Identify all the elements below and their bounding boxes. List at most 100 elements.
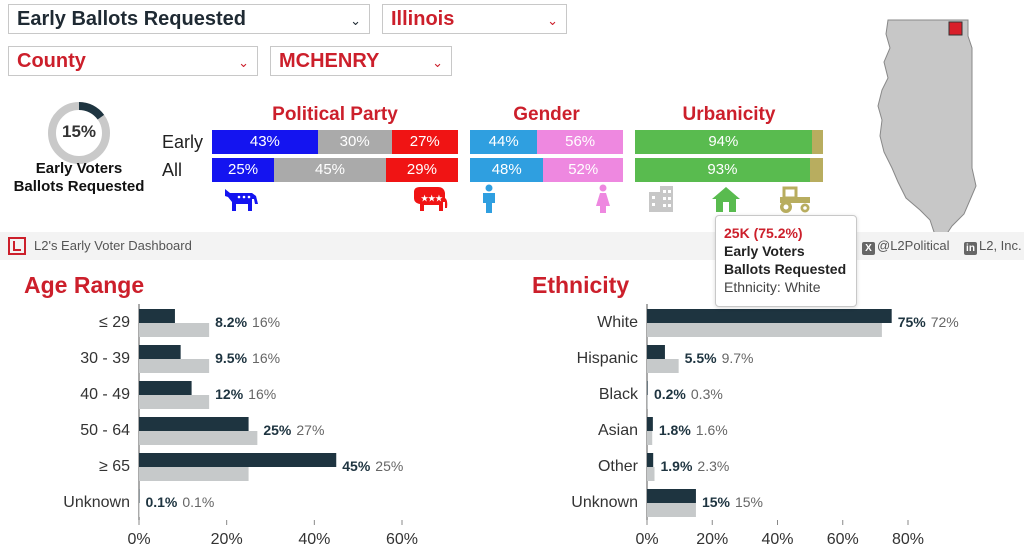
age-early-value: 12%: [215, 386, 244, 402]
ethnicity-value-label: 1.9% 2.3%: [661, 458, 730, 474]
tooltip: 25K (75.2%) Early Voters Ballots Request…: [715, 215, 857, 307]
ethnicity-tick-label: 40%: [761, 531, 793, 548]
urbanicity-all-segment-0[interactable]: 93%: [635, 158, 810, 182]
age-all-value: 16%: [252, 350, 280, 366]
chevron-down-icon: ⌄: [238, 55, 249, 70]
ethnicity-bar-all: [647, 395, 648, 409]
urban-building-icon: [649, 186, 673, 212]
age-value-label: 12% 16%: [215, 386, 276, 402]
age-category-label: 40 - 49: [80, 386, 130, 403]
tooltip-ethnicity: Ethnicity: White: [724, 279, 821, 295]
linkedin-icon: in: [964, 242, 977, 255]
age-category-label: 50 - 64: [80, 422, 130, 439]
age-tick-label: 0%: [127, 531, 150, 548]
party-early-bar[interactable]: 43% 30% 27%: [212, 130, 458, 154]
ethnicity-all-value: 9.7%: [722, 350, 754, 366]
age-early-value: 25%: [263, 422, 292, 438]
age-early-value: 45%: [342, 458, 371, 474]
level-select-value: County: [17, 50, 86, 72]
ethnicity-early-value: 0.2%: [654, 386, 686, 402]
selected-county-marker: [948, 21, 963, 36]
age-bar-early: [139, 309, 175, 323]
gender-early-segment-1[interactable]: 56%: [537, 130, 623, 154]
urbanicity-early-segment-0[interactable]: 94%: [635, 130, 812, 154]
ethnicity-tick-label: 80%: [892, 531, 924, 548]
gender-all-segment-0[interactable]: 48%: [470, 158, 544, 182]
linkedin-link[interactable]: in L2, Inc.: [964, 238, 1022, 255]
female-icon: [596, 184, 610, 213]
ethnicity-all-value: 0.3%: [691, 386, 723, 402]
ethnicity-bar-early: [647, 417, 653, 431]
age-bar-all: [139, 395, 210, 409]
ethnicity-tick-label: 0%: [635, 531, 658, 548]
donut-arc: [48, 102, 110, 164]
age-value-label: 8.2% 16%: [215, 314, 280, 330]
gender-early-bar[interactable]: 44% 56%: [470, 130, 623, 154]
ethnicity-category-label: Unknown: [571, 494, 638, 511]
party-title: Political Party: [272, 104, 398, 125]
ethnicity-category-label: Other: [598, 458, 639, 475]
male-icon: [483, 184, 495, 213]
ethnicity-bar-all: [647, 323, 882, 337]
state-shape: [877, 19, 977, 239]
ethnicity-category-label: White: [597, 314, 638, 331]
level-select[interactable]: County ⌄: [8, 46, 258, 76]
gender-all-segment-1[interactable]: 52%: [543, 158, 623, 182]
age-tick-label: 40%: [298, 531, 330, 548]
twitter-handle: @L2Political: [877, 238, 950, 253]
age-bar-early: [139, 345, 181, 359]
party-early-segment-0[interactable]: 43%: [212, 130, 318, 154]
summary-label: Early Voters Ballots Requested: [4, 160, 154, 196]
age-category-label: Unknown: [63, 494, 130, 511]
party-all-segment-2[interactable]: 29%: [385, 158, 458, 182]
ethnicity-value-label: 5.5% 9.7%: [685, 350, 754, 366]
illinois-map[interactable]: [876, 18, 986, 240]
ethnicity-tick-label: 60%: [827, 531, 859, 548]
urbanicity-all-bar[interactable]: 93%: [635, 158, 823, 182]
age-category-label: ≤ 29: [99, 314, 130, 331]
ethnicity-early-value: 15%: [702, 494, 731, 510]
twitter-link[interactable]: X @L2Political: [862, 238, 949, 255]
age-category-label: ≥ 65: [99, 458, 130, 475]
party-all-segment-0[interactable]: 25%: [212, 158, 275, 182]
party-all-bar[interactable]: 25% 45% 29%: [212, 158, 458, 182]
age-bar-early: [139, 381, 192, 395]
urbanicity-early-segment-1[interactable]: [811, 130, 823, 154]
party-early-segment-2[interactable]: 27%: [391, 130, 458, 154]
tooltip-value: 25K (75.2%): [724, 225, 803, 241]
county-select[interactable]: MCHENRY ⌄: [270, 46, 452, 76]
tooltip-line2: Ballots Requested: [724, 261, 847, 277]
ethnicity-all-value: 2.3%: [697, 458, 729, 474]
age-tick-label: 20%: [211, 531, 243, 548]
gender-early-segment-0[interactable]: 44%: [470, 130, 538, 154]
metric-select[interactable]: Early Ballots Requested ⌄: [8, 4, 370, 34]
ethnicity-early-value: 1.9%: [661, 458, 693, 474]
age-value-label: 25% 27%: [263, 422, 324, 438]
age-chart-title: Age Range: [24, 272, 145, 298]
party-all-segment-1[interactable]: 45%: [274, 158, 386, 182]
ethnicity-category-label: Hispanic: [577, 350, 638, 367]
age-early-value: 0.1%: [145, 494, 177, 510]
ethnicity-bar-early: [647, 489, 696, 503]
county-select-value: MCHENRY: [279, 50, 380, 72]
age-range-chart: 0% 20% 40% 60% ≤ 29 8.2% 16% 30 - 39 9.5% 16% 40 -…: [63, 304, 418, 548]
urbanicity-early-bar[interactable]: 94%: [635, 130, 823, 154]
dashboard-title: L2's Early Voter Dashboard: [34, 238, 192, 253]
ethnicity-bar-all: [647, 503, 696, 517]
urbanicity-all-segment-1[interactable]: [809, 158, 823, 182]
ethnicity-all-value: 72%: [931, 314, 959, 330]
party-early-segment-1[interactable]: 30%: [317, 130, 392, 154]
gender-all-bar[interactable]: 48% 52%: [470, 158, 623, 182]
age-value-label: 9.5% 16%: [215, 350, 280, 366]
ethnicity-early-value: 75%: [898, 314, 927, 330]
ethnicity-value-label: 15% 15%: [702, 494, 763, 510]
age-bar-all: [139, 359, 210, 373]
ethnicity-chart: 0% 20% 40% 60% 80% White 75% 72% Hispanic 5.5% 9.7…: [571, 304, 959, 548]
suburban-house-icon: [712, 187, 740, 212]
urbanicity-title: Urbanicity: [682, 104, 776, 125]
ethnicity-bar-early: [647, 345, 665, 359]
row-label-all: All: [162, 160, 183, 180]
rural-tractor-icon: [780, 186, 810, 213]
state-select[interactable]: Illinois ⌄: [382, 4, 567, 34]
chevron-down-icon: ⌄: [350, 13, 361, 28]
